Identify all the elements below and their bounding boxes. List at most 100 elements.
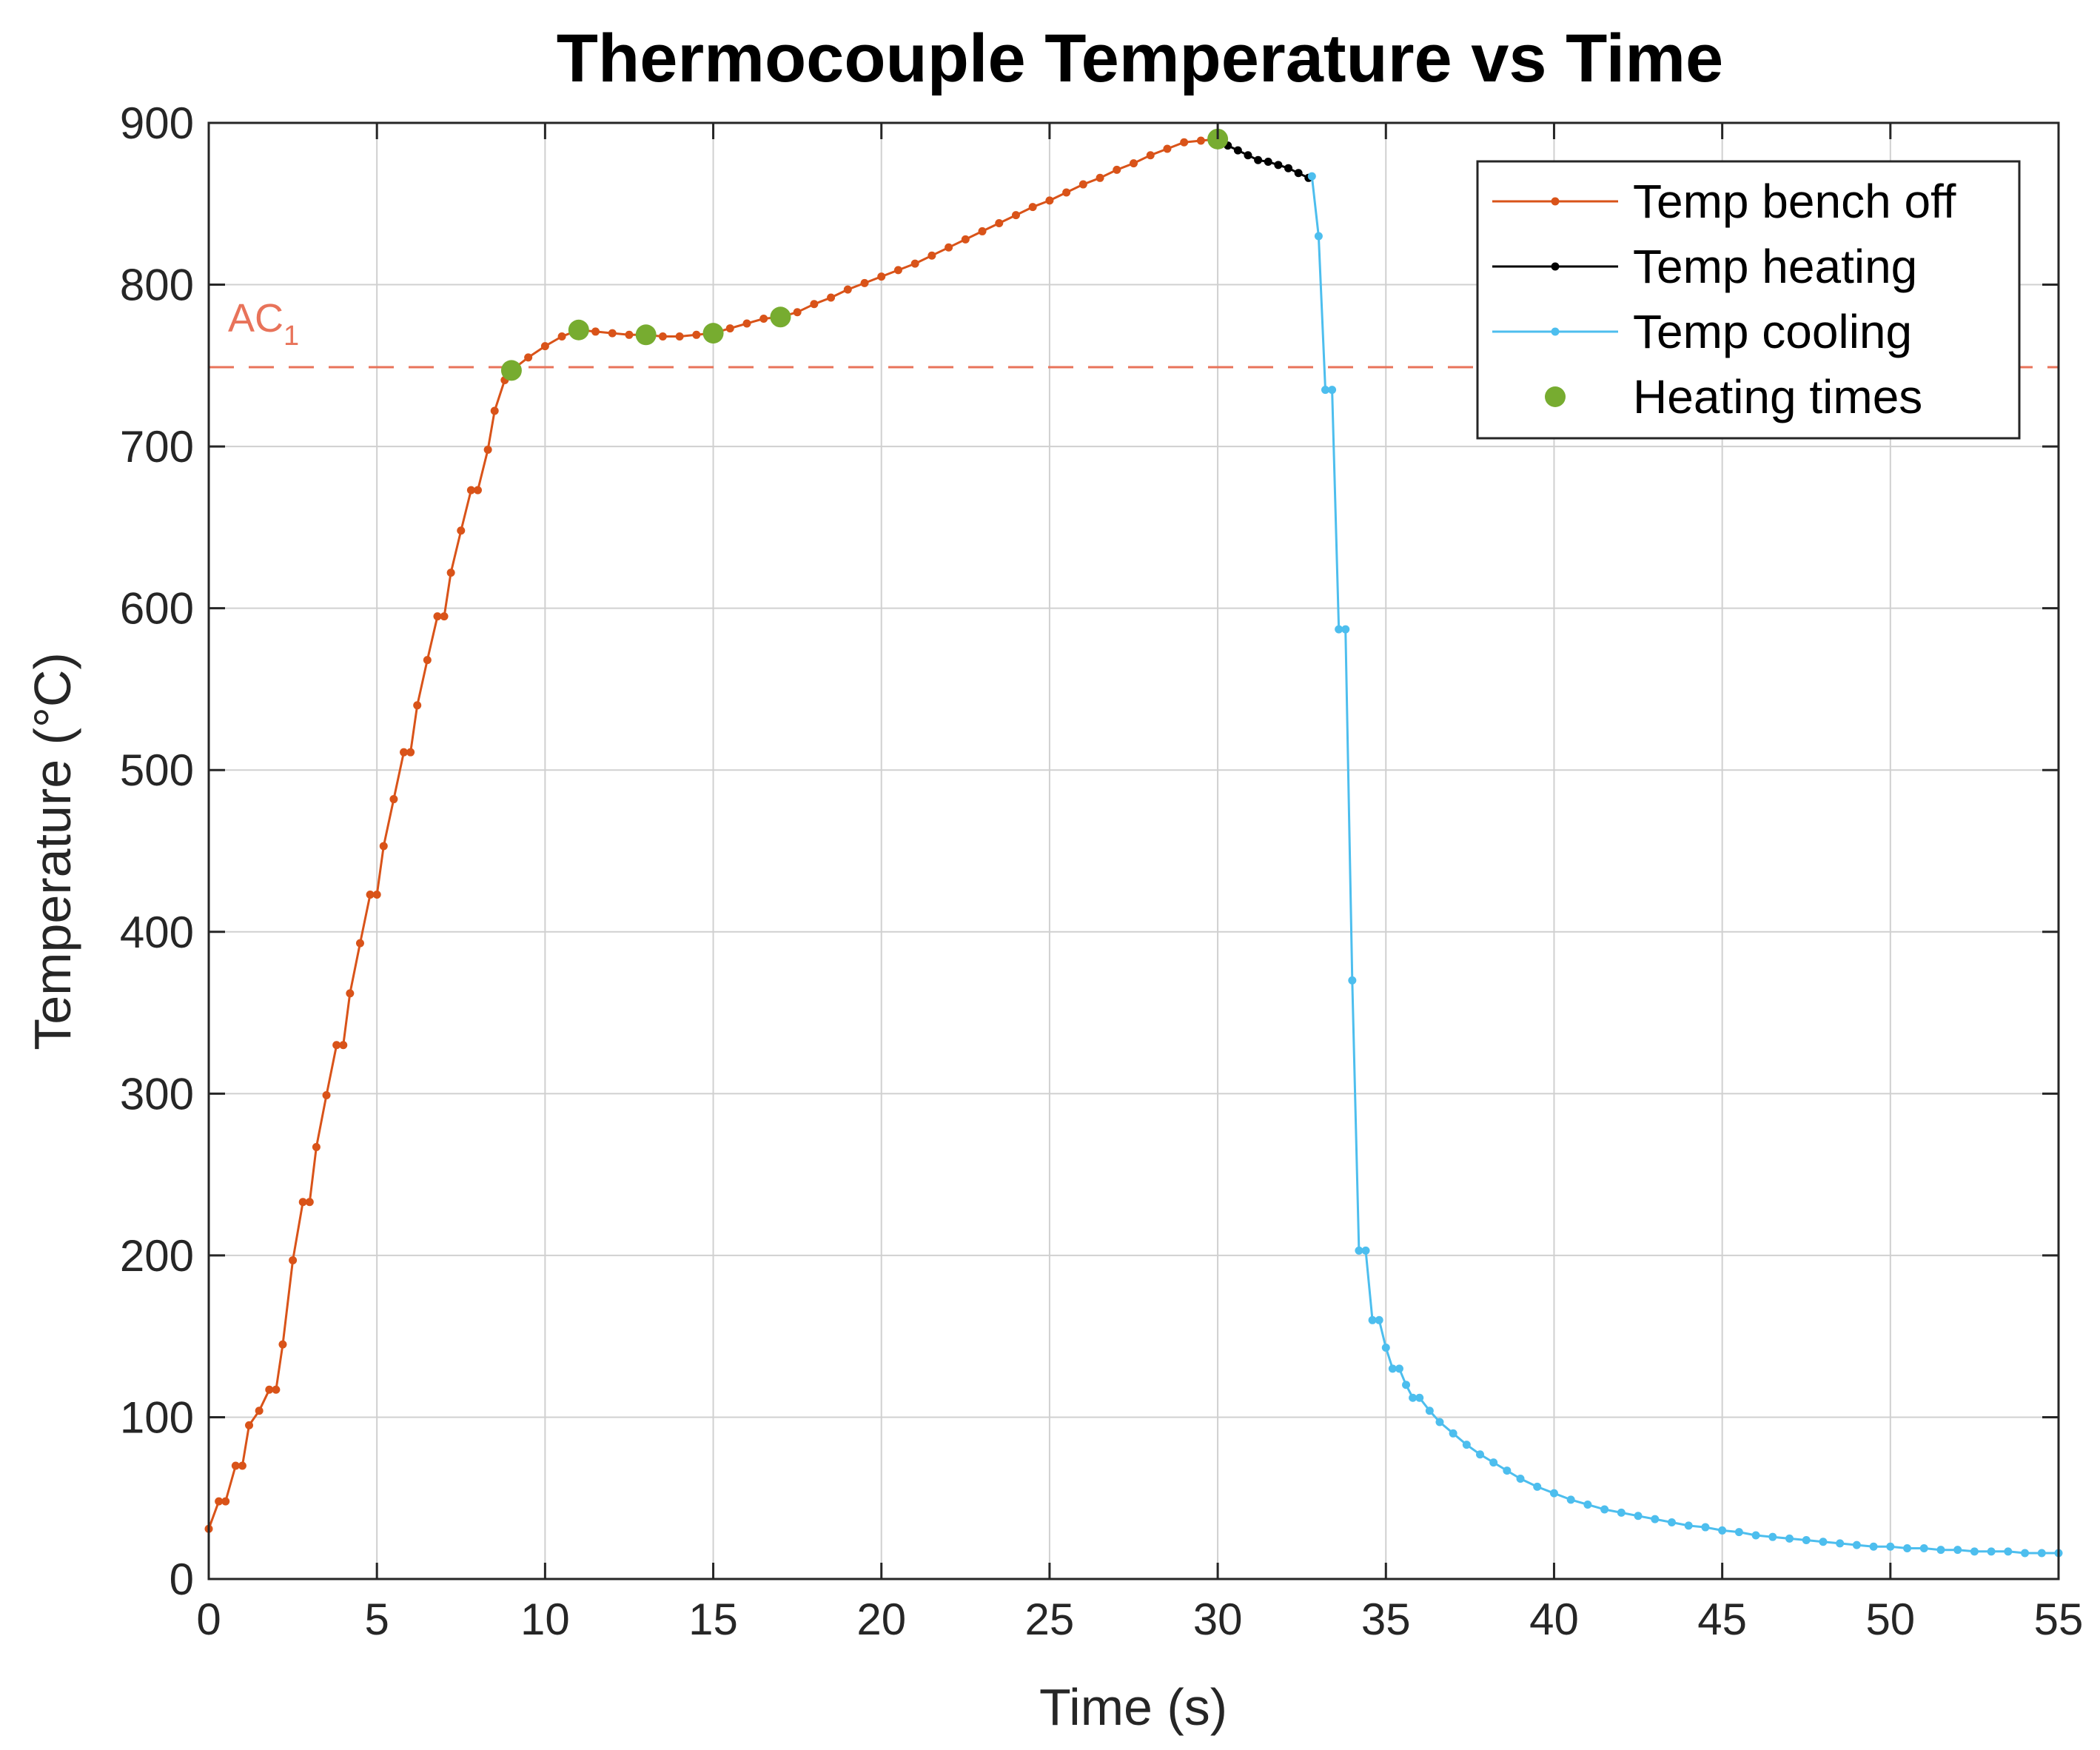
data-point-temp-bench-off xyxy=(278,1340,287,1349)
data-point-temp-bench-off xyxy=(255,1407,264,1415)
data-point-temp-bench-off xyxy=(466,486,475,495)
data-point-temp-bench-off xyxy=(231,1461,240,1470)
data-point-temp-bench-off xyxy=(322,1091,331,1100)
x-tick-label: 10 xyxy=(520,1595,570,1644)
legend-label-temp-bench-off: Temp bench off xyxy=(1633,175,1956,228)
data-point-heating-times xyxy=(500,360,522,381)
series-line-temp-heating xyxy=(1217,138,1309,179)
data-point-temp-bench-off xyxy=(298,1198,307,1207)
data-point-temp-cooling xyxy=(1402,1381,1411,1389)
legend-marker-temp-cooling xyxy=(1551,327,1560,336)
legend: Temp bench off Temp heating Temp cooling He… xyxy=(1476,160,2021,440)
data-point-temp-heating xyxy=(1284,164,1293,172)
data-point-temp-cooling xyxy=(1395,1364,1403,1373)
data-point-temp-bench-off xyxy=(483,445,492,454)
data-point-temp-bench-off xyxy=(1113,165,1121,174)
data-point-temp-bench-off xyxy=(625,330,634,339)
data-point-temp-cooling xyxy=(1475,1450,1484,1459)
data-point-temp-bench-off xyxy=(658,332,667,341)
chart-title: Thermocouple Temperature vs Time xyxy=(557,21,1723,96)
data-point-temp-cooling xyxy=(1919,1543,1928,1552)
data-point-temp-bench-off xyxy=(355,939,364,948)
data-point-temp-bench-off xyxy=(372,891,381,899)
legend-label-temp-heating: Temp heating xyxy=(1633,240,1917,293)
data-point-temp-bench-off xyxy=(238,1461,246,1470)
data-point-temp-cooling xyxy=(1886,1542,1895,1551)
data-point-temp-bench-off xyxy=(1045,196,1054,205)
data-point-temp-cooling xyxy=(1375,1315,1383,1324)
data-point-temp-bench-off xyxy=(725,324,734,333)
y-tick-label: 900 xyxy=(120,98,194,148)
data-point-temp-bench-off xyxy=(423,656,432,665)
y-tick-label: 100 xyxy=(120,1392,194,1442)
data-point-temp-cooling xyxy=(1600,1505,1609,1514)
data-point-temp-bench-off xyxy=(540,342,549,351)
data-point-temp-bench-off xyxy=(215,1497,224,1506)
data-point-temp-cooling xyxy=(1852,1541,1861,1549)
data-point-temp-cooling xyxy=(1503,1466,1512,1475)
data-point-temp-cooling xyxy=(1321,386,1329,395)
data-point-heating-times xyxy=(635,324,657,346)
data-point-temp-cooling xyxy=(1802,1536,1811,1545)
data-point-temp-cooling xyxy=(1617,1508,1626,1517)
x-tick-label: 35 xyxy=(1361,1595,1411,1644)
data-point-temp-bench-off xyxy=(927,251,936,260)
data-point-temp-bench-off xyxy=(591,327,600,336)
data-point-temp-cooling xyxy=(1328,386,1337,395)
data-point-temp-bench-off xyxy=(557,332,566,341)
data-point-temp-cooling xyxy=(1361,1246,1370,1255)
series-heating-times xyxy=(500,128,1229,381)
data-point-temp-bench-off xyxy=(289,1255,298,1264)
data-point-temp-cooling xyxy=(1785,1534,1794,1543)
data-point-temp-bench-off xyxy=(1096,173,1104,182)
data-point-temp-cooling xyxy=(1355,1246,1363,1255)
x-axis-label: Time (s) xyxy=(1039,1678,1227,1736)
data-point-temp-bench-off xyxy=(978,227,987,235)
data-point-temp-cooling xyxy=(1903,1543,1912,1552)
y-tick-label: 0 xyxy=(170,1555,194,1604)
legend-marker-temp-heating xyxy=(1551,262,1560,271)
legend-marker-temp-bench-off xyxy=(1551,197,1560,206)
data-point-temp-bench-off xyxy=(339,1041,348,1050)
data-point-heating-times xyxy=(702,323,724,344)
data-point-temp-bench-off xyxy=(810,300,819,309)
data-point-temp-bench-off xyxy=(1196,136,1205,145)
data-point-temp-cooling xyxy=(1936,1546,1945,1555)
y-tick-label: 400 xyxy=(120,908,194,957)
plot-frame xyxy=(207,121,2060,1580)
data-point-temp-cooling xyxy=(1435,1418,1444,1427)
data-point-temp-cooling xyxy=(1869,1542,1878,1551)
data-point-temp-bench-off xyxy=(366,891,375,899)
data-point-temp-bench-off xyxy=(305,1198,314,1207)
x-tick-label: 45 xyxy=(1697,1595,1747,1644)
data-point-temp-bench-off xyxy=(272,1385,281,1394)
data-point-temp-cooling xyxy=(1425,1407,1434,1415)
ac1-label-subscript: 1 xyxy=(284,321,299,352)
data-point-temp-cooling xyxy=(1970,1547,1979,1556)
ac1-label-main: AC xyxy=(228,296,284,341)
data-point-temp-bench-off xyxy=(995,219,1004,228)
data-point-temp-cooling xyxy=(1307,172,1316,181)
data-point-temp-heating xyxy=(1294,169,1303,178)
data-point-temp-cooling xyxy=(1583,1500,1592,1509)
data-point-temp-bench-off xyxy=(910,259,919,268)
data-point-temp-cooling xyxy=(1533,1482,1542,1491)
x-tick-label: 0 xyxy=(196,1595,221,1644)
data-point-temp-bench-off xyxy=(860,278,869,287)
data-point-temp-bench-off xyxy=(346,989,355,998)
data-point-temp-cooling xyxy=(1335,625,1343,634)
x-tick-label: 5 xyxy=(364,1595,389,1644)
data-point-temp-bench-off xyxy=(877,272,886,281)
y-axis-label: Temperature (°C) xyxy=(24,652,81,1050)
data-point-temp-bench-off xyxy=(1028,203,1037,212)
data-point-temp-cooling xyxy=(1462,1441,1471,1449)
legend-label-heating-times: Heating times xyxy=(1633,370,1922,423)
data-point-temp-cooling xyxy=(2037,1549,2046,1558)
data-point-temp-bench-off xyxy=(945,243,953,252)
data-point-temp-cooling xyxy=(1987,1547,1996,1556)
data-point-temp-cooling xyxy=(1718,1526,1727,1535)
data-point-temp-heating xyxy=(1274,161,1283,170)
data-point-temp-cooling xyxy=(1836,1539,1845,1548)
y-tick-label: 500 xyxy=(120,745,194,795)
